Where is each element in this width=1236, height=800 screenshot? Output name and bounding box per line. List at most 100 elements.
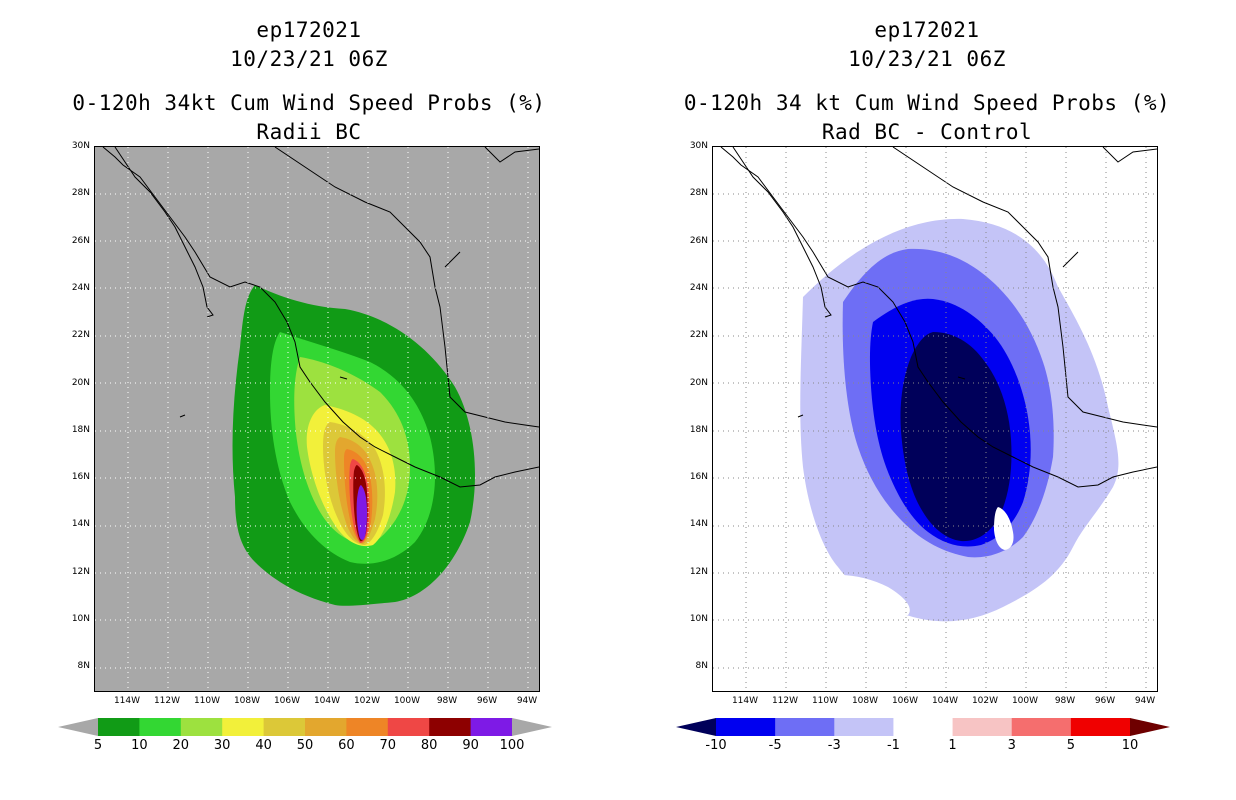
contour-90 <box>356 485 367 540</box>
colorbar-tick-label: 60 <box>338 738 355 753</box>
lon-tick-label: 100W <box>393 696 421 706</box>
panel-radii-bc: ep172021 10/23/21 06Z 0-120h 34kt Cum Wi… <box>58 18 552 753</box>
plot-title: 0-120h 34 kt Cum Wind Speed Probs (%) <box>683 91 1171 115</box>
panel-rad-bc-control: ep172021 10/23/21 06Z 0-120h 34 kt Cum W… <box>618 0 1236 800</box>
lat-tick-label: 18N <box>689 424 708 435</box>
colorbar-over-triangle <box>512 718 552 736</box>
colorbar-tick-label: -1 <box>886 738 900 753</box>
lon-tick-label: 104W <box>313 696 341 706</box>
lat-tick-label: 20N <box>71 377 90 388</box>
diff-white-pocket <box>994 507 1014 550</box>
colorbar-segment <box>98 718 140 736</box>
datetime: 10/23/21 06Z <box>230 47 388 71</box>
lon-tick-label: 114W <box>113 696 141 706</box>
storm-id: ep172021 <box>874 18 980 42</box>
colorbar-tick-label: 30 <box>213 738 231 753</box>
lat-tick-label: 12N <box>71 566 90 577</box>
lat-tick-label: 18N <box>71 424 90 435</box>
lon-tick-label: 106W <box>891 696 919 706</box>
lat-tick-label: 20N <box>689 377 708 388</box>
lon-tick-label: 94W <box>1134 696 1156 706</box>
lat-tick-label: 10N <box>71 614 90 624</box>
colorbar-tick-label: 40 <box>255 738 272 753</box>
diff-white-band <box>822 575 910 616</box>
colorbar-tick-label: -3 <box>827 738 841 753</box>
colorbar-tick-label: 10 <box>1121 738 1139 753</box>
colorbar-tick-label: 1 <box>948 738 957 753</box>
lon-tick-label: 102W <box>971 696 999 706</box>
colorbar-tick-label: 80 <box>420 738 438 753</box>
colorbar-segment <box>429 718 472 736</box>
colorbar-tick-label: 20 <box>172 738 190 753</box>
lon-tick-label: 96W <box>1094 696 1116 706</box>
colorbar-under-triangle <box>676 718 716 736</box>
lon-tick-label: 96W <box>476 696 498 706</box>
colorbar-tick-label: 5 <box>1066 738 1075 753</box>
colorbar-segment <box>387 718 430 736</box>
colorbar-segment <box>222 718 265 736</box>
plot-subtitle: Radii BC <box>256 120 362 144</box>
lon-tick-label: 104W <box>931 696 959 706</box>
colorbar-tick-label: 50 <box>296 738 314 753</box>
lon-tick-label: 98W <box>436 696 458 706</box>
lat-tick-label: 22N <box>71 330 90 341</box>
lat-tick-label: 14N <box>689 519 708 530</box>
colorbar-over-triangle <box>1130 718 1170 736</box>
lon-tick-label: 110W <box>193 696 221 706</box>
lat-tick-label: 22N <box>689 330 708 341</box>
lat-tick-label: 10N <box>689 614 708 624</box>
colorbar-segment <box>139 718 182 736</box>
lat-tick-label: 24N <box>689 282 708 293</box>
lat-tick-label: 16N <box>71 472 90 483</box>
lat-tick-label: 16N <box>689 472 708 483</box>
colorbar-segment <box>893 718 954 736</box>
lon-tick-label: 106W <box>273 696 301 706</box>
colorbar-segment <box>775 718 835 736</box>
colorbar-tick-label: 70 <box>379 738 397 753</box>
colorbar-segment <box>834 718 894 736</box>
lat-tick-label: 14N <box>71 519 90 530</box>
colorbar-tick-label: 10 <box>131 738 148 753</box>
gridlines <box>95 147 539 691</box>
colorbar-tick-label: -5 <box>768 738 782 753</box>
lat-tick-label: 26N <box>71 235 90 246</box>
storm-id: ep172021 <box>256 18 362 42</box>
lon-tick-label: 100W <box>1011 696 1039 706</box>
lon-tick-label: 112W <box>771 696 799 706</box>
lat-tick-label: 28N <box>71 188 90 199</box>
colorbar-svg <box>676 718 1170 736</box>
colorbar-segment <box>716 718 776 736</box>
plot-title: 0-120h 34kt Cum Wind Speed Probs (%) <box>72 91 546 115</box>
lon-tick-label: 94W <box>516 696 538 706</box>
diff-under10 <box>900 332 1012 542</box>
colorbar-segment <box>346 718 389 736</box>
lat-tick-label: 28N <box>689 188 708 199</box>
colorbar-segment <box>180 718 223 736</box>
plot-subtitle: Rad BC - Control <box>821 120 1033 144</box>
colorbar-difference <box>676 718 1170 736</box>
lat-tick-label: 8N <box>77 661 90 672</box>
map-rad-bc-control <box>712 146 1158 692</box>
colorbar-segment <box>263 718 306 736</box>
colorbar-segment <box>470 718 513 736</box>
colorbar-tick-label: 5 <box>93 738 103 753</box>
lat-tick-label: 12N <box>689 566 708 577</box>
lat-tick-label: 26N <box>689 235 708 246</box>
lat-tick-label: 8N <box>695 661 708 672</box>
lon-tick-label: 108W <box>233 696 261 706</box>
lat-tick-label: 30N <box>689 141 708 151</box>
colorbar-tick-label: 100 <box>499 738 525 753</box>
colorbar-tick-label: 3 <box>1007 738 1016 753</box>
colorbar-under-triangle <box>58 718 98 736</box>
datetime: 10/23/21 06Z <box>848 47 1006 71</box>
colorbar-probability <box>58 718 552 736</box>
gridlines <box>713 147 1157 691</box>
lon-tick-label: 110W <box>811 696 839 706</box>
lon-tick-label: 108W <box>851 696 879 706</box>
lon-tick-label: 102W <box>353 696 381 706</box>
lon-tick-label: 114W <box>731 696 759 706</box>
lat-tick-label: 24N <box>71 282 90 293</box>
colorbar-segment <box>305 718 347 736</box>
colorbar-segment <box>952 718 1013 736</box>
colorbar-svg <box>58 718 552 736</box>
